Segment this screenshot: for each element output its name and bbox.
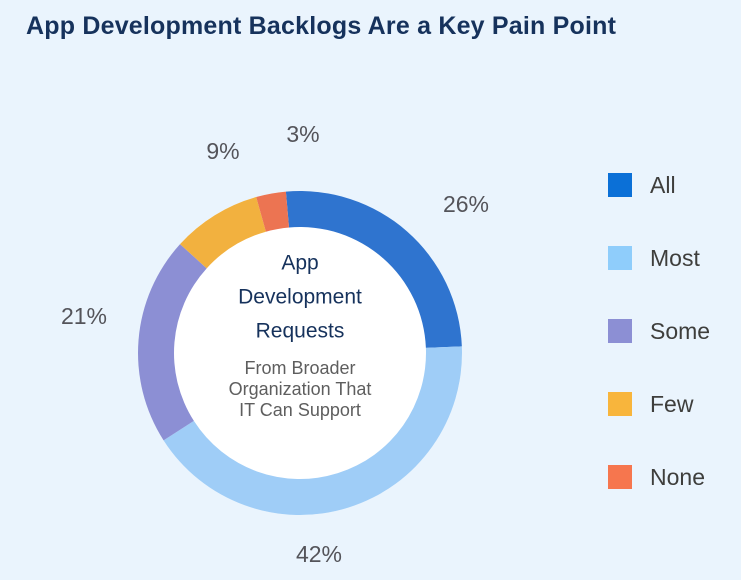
legend-swatch-most: [608, 246, 632, 270]
slice-label-all: 26%: [443, 191, 489, 217]
center-subtitle-line: IT Can Support: [239, 400, 361, 420]
slice-label-few: 9%: [206, 138, 239, 164]
legend-label-all: All: [650, 172, 676, 198]
slice-label-most: 42%: [296, 541, 342, 567]
chart-center-fill: [138, 191, 462, 515]
legend-swatch-some: [608, 319, 632, 343]
legend-item-few: Few: [608, 389, 710, 462]
slice-label-some: 21%: [61, 303, 107, 329]
center-title-line: App: [281, 252, 318, 275]
slice-some: [138, 244, 207, 441]
legend-item-all: All: [608, 170, 710, 243]
legend-swatch-few: [608, 392, 632, 416]
slice-none: [256, 191, 290, 232]
center-subtitle-line: From Broader: [244, 358, 355, 378]
slice-few: [180, 197, 266, 269]
slice-most: [163, 346, 463, 515]
center-title-line: Development: [238, 286, 362, 309]
legend-label-none: None: [650, 464, 705, 490]
legend-label-some: Some: [650, 318, 711, 344]
legend-label-most: Most: [650, 245, 700, 271]
legend-item-most: Most: [608, 243, 710, 316]
chart-title: App Development Backlogs Are a Key Pain …: [26, 12, 617, 40]
center-title-line: Requests: [256, 320, 345, 343]
legend-swatch-none: [608, 465, 632, 489]
slice-all: [285, 191, 462, 348]
legend-item-some: Some: [608, 316, 710, 389]
legend: All Most Some Few None: [608, 170, 710, 535]
legend-label-few: Few: [650, 391, 694, 417]
center-subtitle-line: Organization That: [229, 379, 372, 399]
legend-item-none: None: [608, 462, 710, 535]
slice-label-none: 3%: [286, 121, 319, 147]
legend-swatch-all: [608, 173, 632, 197]
